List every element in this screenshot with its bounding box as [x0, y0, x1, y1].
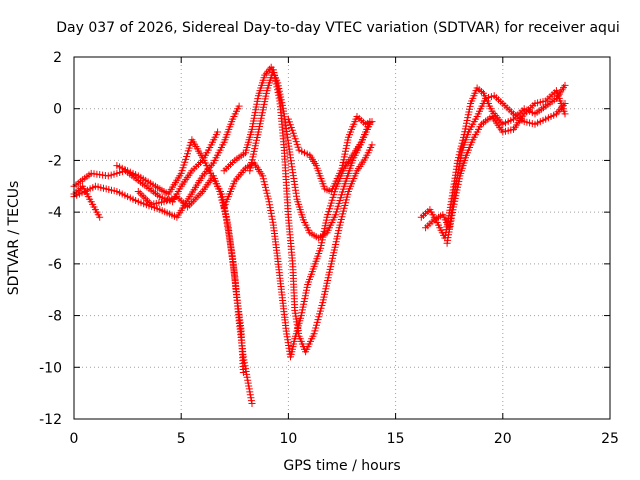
data-point-marker [293, 140, 301, 148]
data-point-marker [144, 197, 151, 205]
data-point-marker [243, 373, 251, 381]
data-point-marker [561, 81, 569, 89]
data-point-marker [298, 309, 306, 317]
series-line [446, 90, 566, 244]
data-point-marker [110, 170, 118, 178]
data-point-marker [245, 382, 253, 390]
y-tick-label: -10 [39, 360, 62, 376]
data-point-marker [219, 202, 227, 210]
plot-frame [73, 56, 611, 420]
y-tick-label: -12 [39, 412, 62, 428]
data-point-marker [259, 175, 267, 183]
series-track-9 [284, 113, 376, 195]
data-point-marker [222, 210, 229, 218]
x-tick-label: 5 [177, 431, 186, 447]
data-point-marker [482, 94, 490, 102]
data-point-marker [339, 161, 347, 169]
data-point-marker [217, 193, 225, 201]
x-tick-labels: 0 5 10 15 20 25 [70, 431, 619, 447]
y-tick-label: 0 [53, 102, 62, 118]
data-point-marker [368, 118, 376, 126]
data-point-marker [314, 316, 322, 324]
axis-ticks [73, 56, 611, 420]
data-point-marker [337, 194, 345, 202]
y-tick-labels: -12 -10 -8 -6 -4 -2 0 2 [39, 50, 62, 428]
series-track-5 [134, 172, 247, 376]
x-tick-label: 10 [279, 431, 297, 447]
data-point-marker [262, 186, 270, 194]
data-point-marker [322, 219, 330, 227]
y-axis-label: SDTVAR / TECUs [6, 181, 22, 296]
data-point-marker [342, 147, 349, 155]
series-track-8 [246, 66, 376, 356]
data-point-marker [104, 172, 112, 180]
data-point-marker [303, 283, 311, 291]
data-point-marker [248, 400, 256, 407]
data-point-marker [263, 189, 271, 197]
data-point-marker [247, 397, 255, 405]
data-point-marker [214, 128, 222, 136]
data-point-marker [319, 233, 327, 241]
data-point-marker [311, 327, 319, 335]
data-point-marker [138, 191, 146, 199]
data-point-marker [324, 211, 332, 218]
data-point-marker [270, 69, 278, 77]
data-point-marker [455, 175, 463, 183]
x-tick-label: 25 [601, 431, 619, 447]
data-point-marker [368, 141, 376, 149]
data-point-marker [275, 94, 283, 102]
data-point-marker [463, 117, 471, 124]
data-point-marker [272, 80, 280, 88]
series-track-3 [70, 102, 243, 221]
y-tick-label: -4 [48, 205, 62, 221]
data-point-marker [259, 172, 267, 180]
series-track-1 [70, 182, 104, 221]
data-point-marker [335, 199, 343, 207]
y-tick-label: -2 [48, 153, 62, 169]
data-point-marker [332, 208, 340, 216]
data-point-marker [182, 155, 190, 163]
data-point-marker [300, 298, 308, 305]
series-track-6 [220, 63, 374, 242]
data-point-marker [217, 190, 224, 198]
data-point-marker [246, 391, 254, 399]
data-point-marker [326, 205, 334, 213]
data-point-marker [260, 178, 268, 186]
y-tick-label: -6 [48, 257, 62, 273]
y-tick-label: 2 [53, 50, 62, 66]
data-series [70, 63, 569, 407]
data-point-marker [267, 209, 275, 217]
x-tick-label: 0 [70, 431, 79, 447]
series-track-12 [443, 87, 569, 247]
y-tick-label: -8 [48, 309, 62, 325]
data-point-marker [96, 213, 104, 221]
data-point-marker [338, 188, 346, 196]
data-point-marker [485, 94, 492, 101]
data-point-marker [450, 200, 458, 208]
data-point-marker [268, 215, 276, 223]
data-point-marker [235, 102, 243, 110]
data-point-marker [262, 183, 269, 191]
x-tick-label: 15 [387, 431, 405, 447]
data-point-marker [318, 302, 326, 309]
x-axis-label: GPS time / hours [283, 458, 400, 474]
data-point-marker [561, 110, 569, 118]
series-line [287, 115, 373, 193]
data-point-marker [239, 369, 247, 376]
data-point-marker [327, 199, 335, 207]
data-point-marker [452, 189, 460, 197]
chart-title: Day 037 of 2026, Sidereal Day-to-day VTE… [56, 20, 619, 36]
series-track-7 [220, 118, 374, 361]
data-point-marker [288, 126, 296, 134]
data-point-marker [266, 201, 274, 209]
x-tick-label: 20 [494, 431, 512, 447]
data-point-marker [264, 195, 272, 203]
